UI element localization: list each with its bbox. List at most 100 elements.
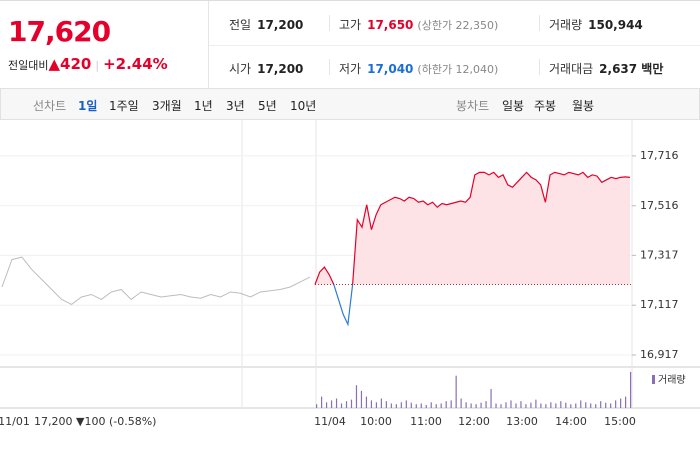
price: 17,620 [8,15,111,48]
volume-bar [345,401,348,408]
volume-bar [460,398,462,408]
volume-bar [520,401,522,408]
value: 2,637 백만 [599,62,664,76]
value: 17,200 [257,18,304,32]
volume-bar [625,396,627,408]
nav-tab[interactable]: 주봉 [534,99,557,113]
x-tick-label: 11:00 [410,415,442,428]
volume-bar [470,403,472,408]
nav-tab[interactable]: 1주일 [109,99,139,113]
volume-bar [540,403,542,408]
cell: 전일 17,200 [229,16,303,33]
volume-bar [550,402,552,408]
change-value: ▲420 [48,55,92,73]
volume-bar [380,398,382,408]
volume-bar [390,403,392,408]
volume-bar [395,404,397,408]
change: 전일대비▲420 | +2.44% [8,55,168,73]
volume-bar [525,404,527,408]
volume-bar [490,389,492,408]
volume-bar [585,402,587,408]
volume-bar [325,402,328,408]
x-tick-label: 14:00 [555,415,587,428]
x-tick-label: 13:00 [506,415,538,428]
volume-bar [450,400,452,408]
volume-bar [595,404,597,408]
cell: 고가 17,650 (상한가 22,350) [339,16,498,33]
legend-label: 거래량 [658,374,686,386]
label: 시가 [229,62,252,76]
nav-tab[interactable]: 월봉 [572,99,595,113]
volume-bar [400,402,402,408]
summary-row: 전일 17,200 고가 17,650 (상한가 22,350) 거래량 150,944 [209,1,700,46]
volume-bar [545,404,547,408]
volume-bar [600,401,602,408]
volume-bar [350,399,353,408]
y-tick-label: 16,917 [640,348,679,361]
nav-tab[interactable]: 5년 [258,99,277,113]
volume-bar [360,390,363,408]
nav-tab[interactable]: 3개월 [152,99,182,113]
nav-tab[interactable]: 3년 [226,99,245,113]
nav-tab[interactable]: 10년 [290,99,317,113]
volume-bar [615,400,617,408]
legend-swatch [652,375,655,384]
volume-bar [330,400,333,408]
label: 저가 [339,62,362,76]
volume-bar [630,371,632,408]
volume-bar [385,401,387,408]
x-tick-label: 12:00 [458,415,490,428]
volume-bar [340,403,343,408]
label: 전일 [229,18,252,32]
volume-bar [355,385,358,408]
x-tick-label: 15:00 [604,415,636,428]
volume-bar [580,400,582,408]
x-tick-label: 11/04 [314,415,346,428]
y-tick-label: 17,117 [640,298,679,311]
volume-bar [620,398,622,408]
change-pct: +2.44% [103,55,168,73]
change-label: 전일대비 [8,59,49,72]
volume-bar [430,402,432,408]
chart: 17,716 17,516 17,317 17,117 16,917 거래량 11/01 11… [0,119,700,428]
summary-row: 시가 17,200 저가 17,040 (하한가 12,040) 거래대금 2,637 … [209,45,700,89]
volume-bar [440,403,442,408]
volume-bar [515,403,517,408]
volume-bar [590,403,592,408]
y-tick-label: 17,317 [640,248,679,261]
volume-bar [570,404,572,408]
volume-bar [505,402,507,408]
nav-tab[interactable]: 1일 [78,99,98,113]
volume-bar [316,404,318,408]
price-line-up [314,171,631,285]
quote-header: 17,620 전일대비▲420 | +2.44% 전일 17,200 고가 17,650… [0,0,700,89]
value: 17,040 [367,62,414,76]
prev-note: 17,200 ▼100 (-0.58%) [34,415,156,428]
price-line-prev [1,256,311,306]
nav-tab[interactable]: 1년 [194,99,213,113]
cell: 거래량 150,944 [549,16,643,33]
label: 고가 [339,18,362,32]
x-tick-label: 10:00 [360,415,392,428]
volume-bar [560,401,562,408]
label: 거래대금 [549,62,594,76]
volume-bar [425,404,427,408]
volume-bar [485,401,487,408]
value: 17,650 [367,18,414,32]
volume-bar [375,402,378,408]
volume-bar [555,403,557,408]
volume-bar [410,402,412,408]
nav-tab[interactable]: 일봉 [502,99,525,113]
volume-bar [405,400,407,408]
volume-bar [320,396,323,408]
volume-bar [335,398,338,408]
nav-label: 봉차트 [456,99,490,113]
volume-bar [575,403,577,408]
volume-bar [610,403,612,408]
note: (하한가 12,040) [417,63,499,76]
volume-bar [445,401,447,408]
y-tick-label: 17,516 [640,199,679,212]
volume-bar [495,403,497,408]
volume-bar [605,402,607,408]
volume-bar [420,403,422,408]
